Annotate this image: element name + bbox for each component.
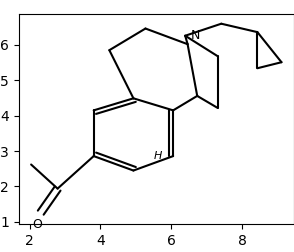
Text: N: N xyxy=(191,29,200,42)
Text: O: O xyxy=(32,218,42,231)
Text: H: H xyxy=(153,151,162,161)
